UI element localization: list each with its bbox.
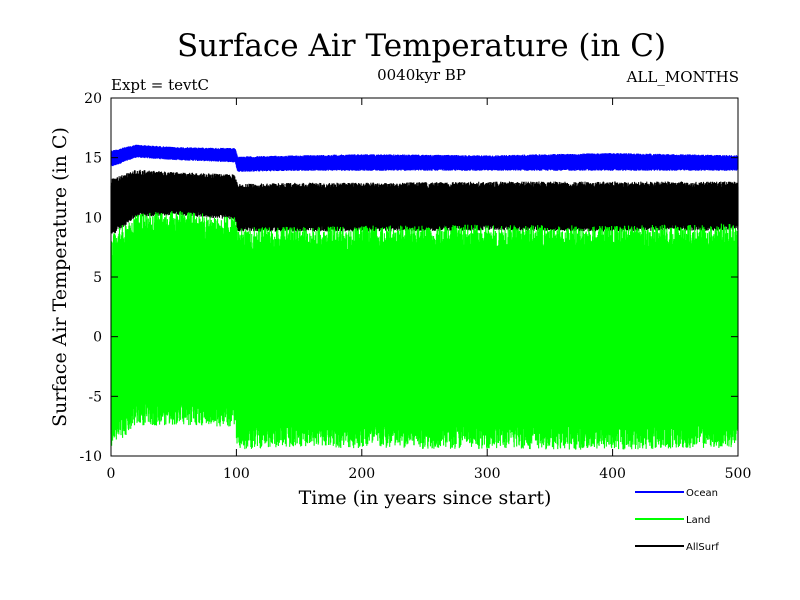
y-tick-label: 15 bbox=[84, 151, 102, 167]
months-label: ALL_MONTHS bbox=[626, 68, 739, 86]
x-tick-label: 0 bbox=[107, 466, 116, 482]
legend-label-allsurf: AllSurf bbox=[686, 542, 719, 553]
x-tick-label: 100 bbox=[223, 466, 250, 482]
y-tick-label: 10 bbox=[84, 210, 102, 226]
y-axis-label: Surface Air Temperature (in C) bbox=[49, 127, 71, 427]
series-ocean bbox=[110, 144, 739, 172]
y-tick-label: 0 bbox=[93, 330, 102, 346]
x-tick-label: 200 bbox=[348, 466, 375, 482]
series-allsurf bbox=[110, 169, 739, 234]
y-tick-label: -10 bbox=[79, 449, 102, 465]
experiment-label: Expt = tevtC bbox=[111, 76, 210, 94]
legend-label-land: Land bbox=[686, 515, 710, 526]
y-tick-label: -5 bbox=[88, 389, 102, 405]
y-tick-label: 5 bbox=[93, 270, 102, 286]
series-land bbox=[110, 210, 739, 450]
y-tick-label: 20 bbox=[84, 91, 102, 107]
chart-title: Surface Air Temperature (in C) bbox=[176, 28, 667, 64]
chart-subtitle: 0040kyr BP bbox=[377, 66, 466, 84]
x-axis-label: Time (in years since start) bbox=[299, 487, 552, 509]
x-tick-label: 400 bbox=[599, 466, 626, 482]
x-tick-label: 300 bbox=[474, 466, 501, 482]
legend-label-ocean: Ocean bbox=[686, 488, 718, 499]
x-tick-label: 500 bbox=[725, 466, 752, 482]
